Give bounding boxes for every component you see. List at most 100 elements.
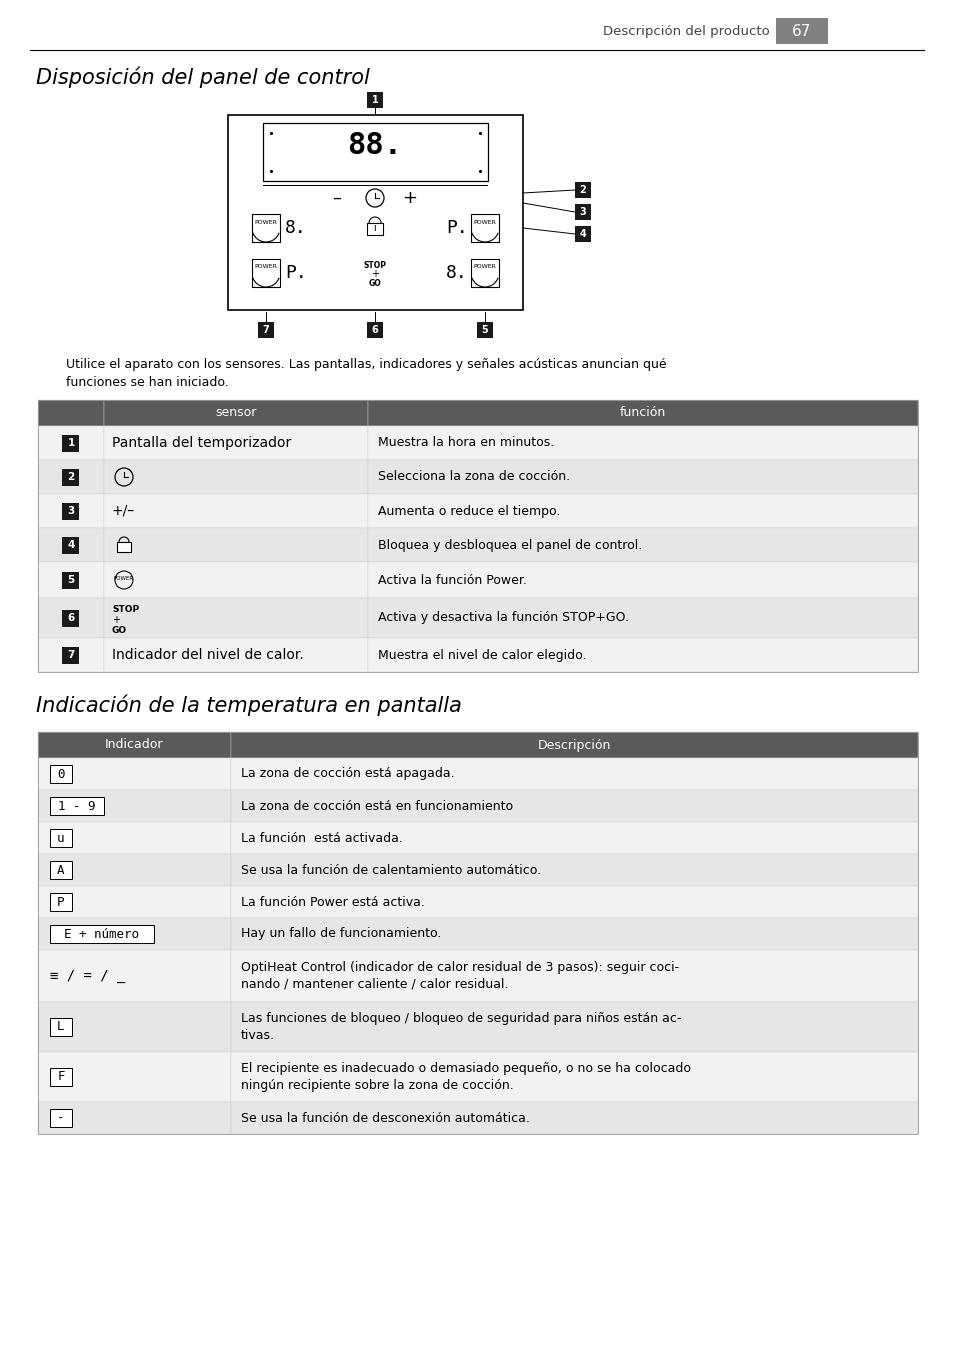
Text: Descripción: Descripción — [537, 738, 611, 752]
Text: 1: 1 — [68, 438, 74, 448]
Bar — [104, 426, 368, 460]
Bar — [38, 731, 231, 758]
Text: 8.: 8. — [446, 264, 467, 283]
Bar — [50, 1068, 71, 1086]
Bar — [38, 400, 917, 672]
Text: Aumenta o reduce el tiempo.: Aumenta o reduce el tiempo. — [377, 504, 559, 518]
Text: La zona de cocción está en funcionamiento: La zona de cocción está en funcionamient… — [241, 799, 513, 813]
Text: 3: 3 — [68, 506, 74, 516]
Text: 67: 67 — [792, 23, 811, 38]
Bar — [368, 562, 917, 598]
Text: +: + — [402, 189, 417, 207]
Bar — [775, 18, 827, 45]
Bar — [50, 861, 71, 879]
Text: POWER: POWER — [254, 219, 277, 224]
Bar — [38, 1102, 231, 1134]
Text: 2: 2 — [68, 472, 74, 483]
Bar — [38, 950, 231, 1002]
Text: Selecciona la zona de cocción.: Selecciona la zona de cocción. — [377, 470, 570, 484]
Bar — [252, 260, 280, 287]
Bar — [231, 854, 917, 886]
Bar — [63, 610, 79, 626]
Bar — [252, 214, 280, 242]
Text: Pantalla del temporizador: Pantalla del temporizador — [112, 435, 291, 450]
Bar — [257, 322, 274, 338]
Text: Muestra el nivel de calor elegido.: Muestra el nivel de calor elegido. — [377, 649, 586, 661]
Text: 6: 6 — [372, 324, 378, 335]
Bar — [368, 400, 917, 426]
Text: Activa la función Power.: Activa la función Power. — [377, 573, 526, 587]
Bar — [228, 115, 522, 310]
Text: P.: P. — [446, 219, 467, 237]
Bar — [368, 638, 917, 672]
Text: Descripción del producto: Descripción del producto — [602, 24, 769, 38]
Text: GO: GO — [368, 279, 381, 288]
Text: La zona de cocción está apagada.: La zona de cocción está apagada. — [241, 768, 455, 780]
Text: 2: 2 — [579, 185, 586, 195]
Bar — [231, 950, 917, 1002]
Text: Utilice el aparato con los sensores. Las pantallas, indicadores y señales acústi: Utilice el aparato con los sensores. Las… — [66, 358, 666, 389]
Text: +: + — [112, 615, 120, 625]
Text: STOP: STOP — [363, 261, 386, 269]
Text: –: – — [333, 189, 341, 207]
Bar — [471, 214, 498, 242]
Text: +: + — [371, 269, 378, 279]
Text: Hay un fallo de funcionamiento.: Hay un fallo de funcionamiento. — [241, 927, 441, 941]
Text: 1 - 9: 1 - 9 — [58, 799, 95, 813]
Text: 4: 4 — [579, 228, 586, 239]
Text: POWER: POWER — [254, 265, 277, 269]
Text: STOP: STOP — [112, 604, 139, 614]
Bar — [471, 260, 498, 287]
Text: F: F — [57, 1071, 65, 1083]
Text: -: - — [57, 1111, 65, 1125]
Bar — [63, 434, 79, 452]
Bar — [263, 123, 488, 181]
Bar — [104, 598, 368, 638]
Bar — [231, 758, 917, 790]
Bar — [104, 562, 368, 598]
Bar — [50, 925, 153, 942]
Bar — [231, 1052, 917, 1102]
Bar — [50, 1018, 71, 1036]
Text: L: L — [57, 1021, 65, 1033]
Bar — [38, 493, 104, 529]
Bar — [231, 1002, 917, 1052]
Text: 3: 3 — [579, 207, 586, 218]
Bar — [38, 400, 104, 426]
Bar — [368, 529, 917, 562]
Text: Activa y desactiva la función STOP+GO.: Activa y desactiva la función STOP+GO. — [377, 611, 628, 625]
Bar — [38, 918, 231, 950]
Bar — [38, 460, 104, 493]
Text: La función  está activada.: La función está activada. — [241, 831, 402, 845]
Bar — [38, 886, 231, 918]
Text: El recipiente es inadecuado o demasiado pequeño, o no se ha colocado
ningún reci: El recipiente es inadecuado o demasiado … — [241, 1063, 690, 1092]
Text: Indicación de la temperatura en pantalla: Indicación de la temperatura en pantalla — [36, 694, 461, 715]
Bar — [368, 426, 917, 460]
Text: Se usa la función de calentamiento automático.: Se usa la función de calentamiento autom… — [241, 864, 540, 876]
Bar — [575, 183, 590, 197]
Text: Bloquea y desbloquea el panel de control.: Bloquea y desbloquea el panel de control… — [377, 538, 641, 552]
Text: Disposición del panel de control: Disposición del panel de control — [36, 66, 370, 88]
Bar — [38, 529, 104, 562]
Text: Se usa la función de desconexión automática.: Se usa la función de desconexión automát… — [241, 1111, 529, 1125]
Text: 7: 7 — [68, 650, 74, 660]
Bar — [38, 790, 231, 822]
Text: u: u — [57, 831, 65, 845]
Bar — [50, 765, 71, 783]
Bar — [104, 529, 368, 562]
Bar — [50, 1109, 71, 1128]
Text: POWER: POWER — [113, 576, 134, 580]
Text: 88.: 88. — [347, 131, 402, 160]
Bar — [38, 1052, 231, 1102]
Text: POWER: POWER — [473, 219, 496, 224]
Bar — [38, 822, 231, 854]
Bar — [368, 493, 917, 529]
Text: P.: P. — [285, 264, 307, 283]
Bar — [476, 322, 493, 338]
Bar — [38, 562, 104, 598]
Bar — [50, 894, 71, 911]
Text: +/–: +/– — [112, 504, 135, 518]
Text: i: i — [374, 223, 376, 233]
Bar — [63, 646, 79, 664]
Bar — [38, 426, 104, 460]
